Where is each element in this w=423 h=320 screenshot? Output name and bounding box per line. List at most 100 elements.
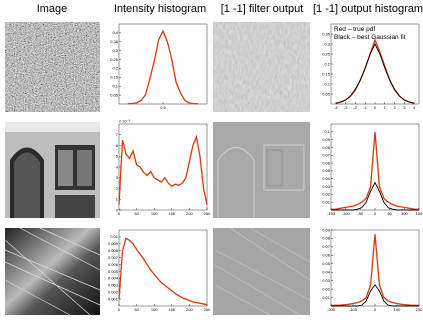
plot-frame [118,23,208,105]
y-tick-label: 0.15 [322,71,331,76]
y-tick-label: 0.05 [322,261,331,266]
plot-frame [330,229,420,307]
y-tick-label: 0.008 [108,248,119,253]
y-tick-label: 0.08 [322,145,331,150]
column-header: Intensity histogram [114,3,206,15]
curve [331,284,419,307]
filter-image [213,227,311,316]
x-tick-label: 150 [168,211,175,216]
x-tick-label: 100 [401,211,408,216]
y-tick-label: 0.02 [322,286,331,291]
y-tick-label: 0.1 [324,81,330,86]
y-tick-label: 0.15 [110,75,119,80]
filter-image [213,22,310,112]
y-tick-label: 0.07 [322,244,331,249]
y-tick-label: 0.35 [110,39,119,44]
y-tick-label: 0.009 [108,241,119,246]
y-tick-label: 0.01 [322,295,331,300]
curve [118,237,208,306]
y-tick-label: 0.004 [108,276,119,281]
x-tick-label: 200 [416,307,423,312]
y-tick-label: 0 [116,207,119,212]
x-tick-label: 0 [118,211,121,216]
x-tick-label: -4 [334,105,338,110]
x-tick-label: -3 [344,105,348,110]
x-tick-label: 50 [134,307,139,312]
y-tick-label: 5 [116,154,119,159]
x-tick-label: 150 [416,211,423,216]
x-tick-label: 0 [118,307,121,312]
y-tick-label: 0.06 [322,160,331,165]
hair-image [4,227,101,316]
noise-image [5,22,100,112]
y-tick-label: 0.02 [322,192,331,197]
y-tick-label: 0.01 [322,199,331,204]
legend-entry: Black – best Gaussian fit [334,34,406,41]
x-tick-label: -50 [357,211,364,216]
y-tick-label: 0.03 [322,278,331,283]
y-tick-label: 4 [116,164,119,169]
y-tick-label: 0.09 [322,137,331,142]
x-tick-label: 0 [374,307,377,312]
y-tick-label: 3 [116,175,119,180]
y-tick-label: 0.05 [322,168,331,173]
x-tick-label: -2 [354,105,358,110]
x-tick-label: 1 [384,105,387,110]
y-tick-label: 0.1 [324,129,330,134]
building-image [5,122,100,218]
y-tick-label: 0.05 [110,92,119,97]
y-tick-label: 0.08 [322,236,331,241]
y-tick-label: 0.006 [108,262,119,267]
y-tick-label: 0.2 [324,61,330,66]
y-tick-label: 0.25 [322,51,331,56]
y-tick-label: 7 [116,132,119,137]
x-tick-label: 100 [394,307,401,312]
y-tick-label: 0.3 [112,48,118,53]
x-tick-label: 50 [387,211,392,216]
y-tick-label: 0.04 [322,176,331,181]
x-tick-label: 0 [374,211,377,216]
curve [331,131,419,210]
x-tick-label: 0.5 [160,105,166,110]
y-tick-label: 0.002 [108,289,119,294]
y-tick-label: 0.01 [110,234,119,239]
y-tick-label: 0.25 [110,57,119,62]
y-tick-label: 0.4 [112,30,118,35]
x-tick-label: 200 [186,307,193,312]
x-tick-label: 250 [204,211,211,216]
plot-frame [118,123,208,211]
x-tick-label: 100 [151,211,158,216]
x-tick-label: -100 [349,307,358,312]
curve [118,134,208,205]
column-header: [1 -1] output histogram [313,3,423,15]
y-tick-label: 0.001 [108,296,119,301]
curve [330,234,420,307]
x-tick-label: 4 [413,105,416,110]
y-tick-label: 0.007 [108,255,119,260]
y-tick-label: 0.003 [108,283,119,288]
y-tick-label: 0.3 [324,41,330,46]
legend-entry: Red – true pdf [334,26,375,33]
y-tick-label: 0.07 [322,153,331,158]
y-tick-label: 6 [116,143,119,148]
x-tick-label: -200 [327,307,336,312]
axis-multiplier: x 10⁻³ [119,119,131,124]
column-header: [1 -1] filter output [221,3,304,15]
y-tick-label: 0.09 [322,227,331,232]
curve [127,29,199,105]
x-tick-label: 2 [393,105,396,110]
x-tick-label: 3 [403,105,406,110]
plot-frame [118,229,208,307]
x-tick-label: 0 [374,105,377,110]
column-header: Image [37,3,68,15]
x-tick-label: -150 [327,211,336,216]
y-tick-label: 2 [116,186,119,191]
x-tick-label: 150 [168,307,175,312]
y-tick-label: 0.06 [322,253,331,258]
y-tick-label: 0.04 [322,270,331,275]
filter-image [213,122,310,218]
x-tick-label: 250 [204,307,211,312]
x-tick-label: -1 [363,105,367,110]
x-tick-label: 100 [151,307,158,312]
